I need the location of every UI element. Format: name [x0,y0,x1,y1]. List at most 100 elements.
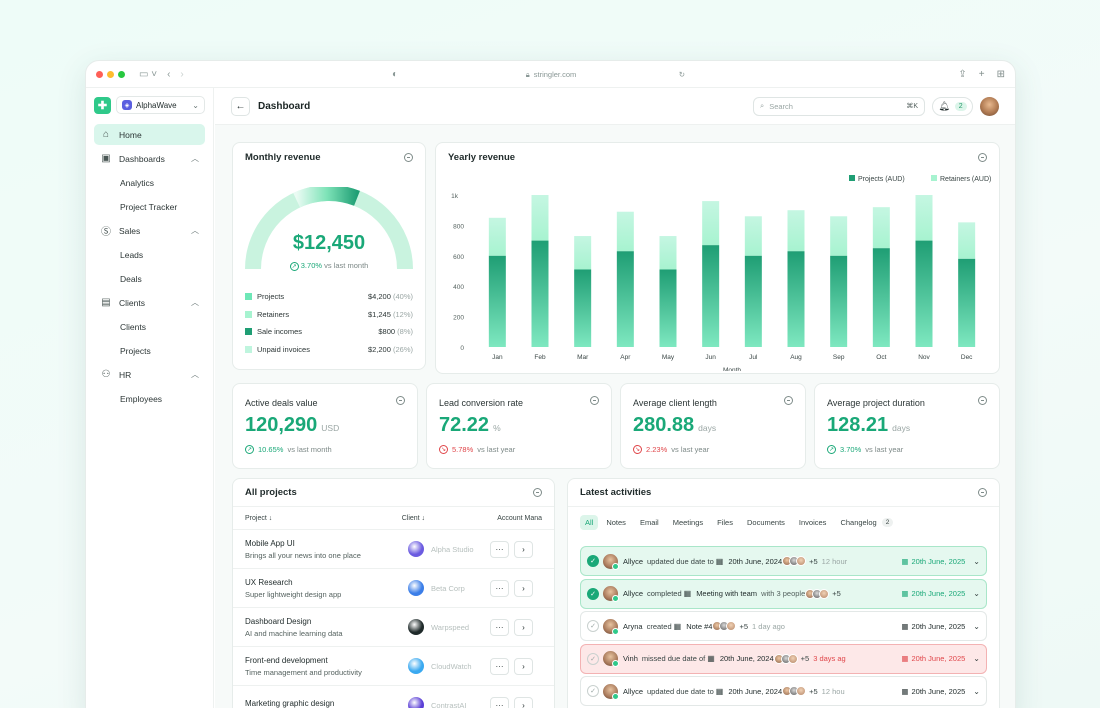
tab-invoices[interactable]: Invoices [798,517,827,527]
activity-row[interactable]: ✓ Allyce updated due date to ▦ 20th June, 20… [580,676,987,706]
chevron-down-icon[interactable]: ⌄ [973,621,980,631]
reload-icon[interactable]: ↻ [678,70,685,79]
minimize-dot[interactable] [107,70,114,78]
table-row[interactable]: Front-end development Time management and… [233,647,554,686]
check-icon[interactable]: ✓ [587,555,599,567]
maximize-dot[interactable] [118,70,125,78]
chevron-down-icon[interactable]: ⌄ [973,654,980,663]
row-actions-button[interactable]: ··· [490,657,509,675]
check-icon[interactable]: ✓ [587,620,599,632]
row-actions-button[interactable]: ··· [490,618,509,636]
due-date: ▦ 20th June, 2025 [901,557,965,566]
sidebar-subitem-projects[interactable]: Projects [120,345,151,356]
more-options-icon[interactable] [533,488,542,497]
activity-row[interactable]: ✓ Allyce completed ▦ Meeting with team with 3… [580,578,987,609]
col-client[interactable]: Client ↓ [401,514,426,522]
kpi-value: 280.88 days [633,414,716,437]
y-tick-label: 1k [451,193,459,200]
activity-row[interactable]: ✓ Allyce updated due date to ▦ 20th June, 20… [580,546,987,576]
tab-notes[interactable]: Notes [606,517,626,527]
row-open-button[interactable]: › [514,579,533,597]
check-icon[interactable]: ✓ [587,652,599,665]
more-options-icon[interactable] [396,396,405,405]
sidebar-subitem-employees[interactable]: Employees [120,393,163,404]
address-bar[interactable]: 🔒︎ stringler.com ↻ [411,66,691,83]
tab-email[interactable]: Email [639,517,659,527]
legend-swatch [245,345,252,353]
more-participants: +5 [800,654,810,663]
more-options-icon[interactable] [404,152,413,162]
activity-row[interactable]: ✓ Vinh missed due date of ▦ 20th June, 2024 +… [580,643,987,674]
workspace-select[interactable]: ◈ AlphaWave ⌄ [116,96,205,114]
row-open-button[interactable]: › [514,618,533,636]
row-actions-button[interactable]: ··· [490,696,509,708]
table-row[interactable]: Mobile App UI Brings all your news into o… [233,530,554,569]
project-name: Mobile App UI [245,538,295,548]
row-open-button[interactable]: › [514,696,533,708]
sidebar-subitem-project-tracker[interactable]: Project Tracker [120,201,178,212]
search-input[interactable]: ⌕ Search ⌘K [753,96,925,116]
tabs-grid-icon[interactable]: ⊞ [996,68,1005,80]
sidebar-subitem-leads[interactable]: Leads [120,249,144,260]
sidebar-toggle-icon[interactable]: ▭ ˅ [139,68,158,80]
legend-amount: $1,245 [367,309,391,319]
check-icon[interactable]: ✓ [587,587,599,600]
row-actions-button[interactable]: ··· [490,540,509,558]
tab-files[interactable]: Files [717,517,733,527]
x-tick-label: Nov [918,354,930,361]
trend-pct: 3.70% [300,261,323,270]
legend-percent: (12%) [392,309,413,319]
col-account-manager[interactable]: Account Mana [497,514,542,522]
legend-label: Projects [257,292,285,301]
row-actions-button[interactable]: ··· [490,579,509,597]
sidebar-item-home[interactable]: ⌂ Home [94,124,205,145]
table-row[interactable]: Dashboard Design AI and machine learning … [233,608,554,647]
client-name: Beta Corp [431,583,465,593]
new-tab-icon[interactable]: + [978,68,985,80]
tab-meetings[interactable]: Meetings [672,517,704,527]
sidebar-subitem-deals[interactable]: Deals [120,273,142,284]
workspace-switcher[interactable]: ✚ ◈ AlphaWave ⌄ [94,96,205,114]
kpi-number: 72.22 [439,414,490,436]
kpi-label: Average client length [633,398,717,408]
row-open-button[interactable]: › [514,657,533,675]
notifications-button[interactable]: 🔔︎ 2 [932,96,973,116]
calendar-icon: ▦ [683,589,692,598]
chevron-down-icon[interactable]: ⌄ [973,589,980,598]
back-button[interactable]: ← [231,96,250,116]
user-avatar[interactable] [980,96,999,116]
tab-changelog[interactable]: Changelog [840,517,877,527]
more-options-icon[interactable] [978,488,987,497]
activity-row[interactable]: ✓ Aryna created ▦ Note #4 +5 1 day ago ▦ 20th Ju… [580,611,987,641]
more-options-icon[interactable] [784,396,793,405]
forward-nav-icon[interactable]: › [180,68,184,80]
project-cell: Marketing graphic design [245,699,334,708]
chevron-down-icon[interactable]: ⌄ [973,686,980,696]
browser-window: ▭ ˅ ‹ › ◐ 🔒︎ stringler.com ↻ ⇪ + ⊞ ✚ ◈ A… [85,60,1016,708]
sidebar-item-dashboards[interactable]: ▣ Dashboards ︿ [94,148,205,169]
close-dot[interactable] [96,70,103,78]
share-icon[interactable]: ⇪ [958,68,967,80]
legend-percent: (26%) [392,344,413,354]
more-options-icon[interactable] [978,152,987,162]
col-project[interactable]: Project ↓ [245,514,273,522]
back-nav-icon[interactable]: ‹ [167,68,171,80]
more-options-icon[interactable] [978,396,987,405]
x-tick-label: May [662,354,675,361]
check-icon[interactable]: ✓ [587,685,599,697]
row-open-button[interactable]: › [514,540,533,558]
sidebar-item-hr[interactable]: ⚇ HR ︿ [94,364,205,385]
sidebar-item-clients[interactable]: ▤ Clients ︿ [94,292,205,313]
more-options-icon[interactable] [590,396,599,405]
table-row[interactable]: Marketing graphic design ContrastAI ··· › [233,686,554,708]
chevron-down-icon[interactable]: ⌄ [973,556,980,566]
activity-time: 3 days ag [813,654,846,663]
tab-documents[interactable]: Documents [746,517,785,527]
notification-count: 2 [954,101,967,111]
table-row[interactable]: UX Research Super lightweight design app B… [233,569,554,608]
sidebar-subitem-clients[interactable]: Clients [120,321,146,332]
sidebar-item-sales[interactable]: Ⓢ Sales ︿ [94,220,205,241]
calendar-icon: ▦ [707,654,715,663]
tab-all[interactable]: All [580,514,599,530]
sidebar-subitem-analytics[interactable]: Analytics [120,177,155,188]
